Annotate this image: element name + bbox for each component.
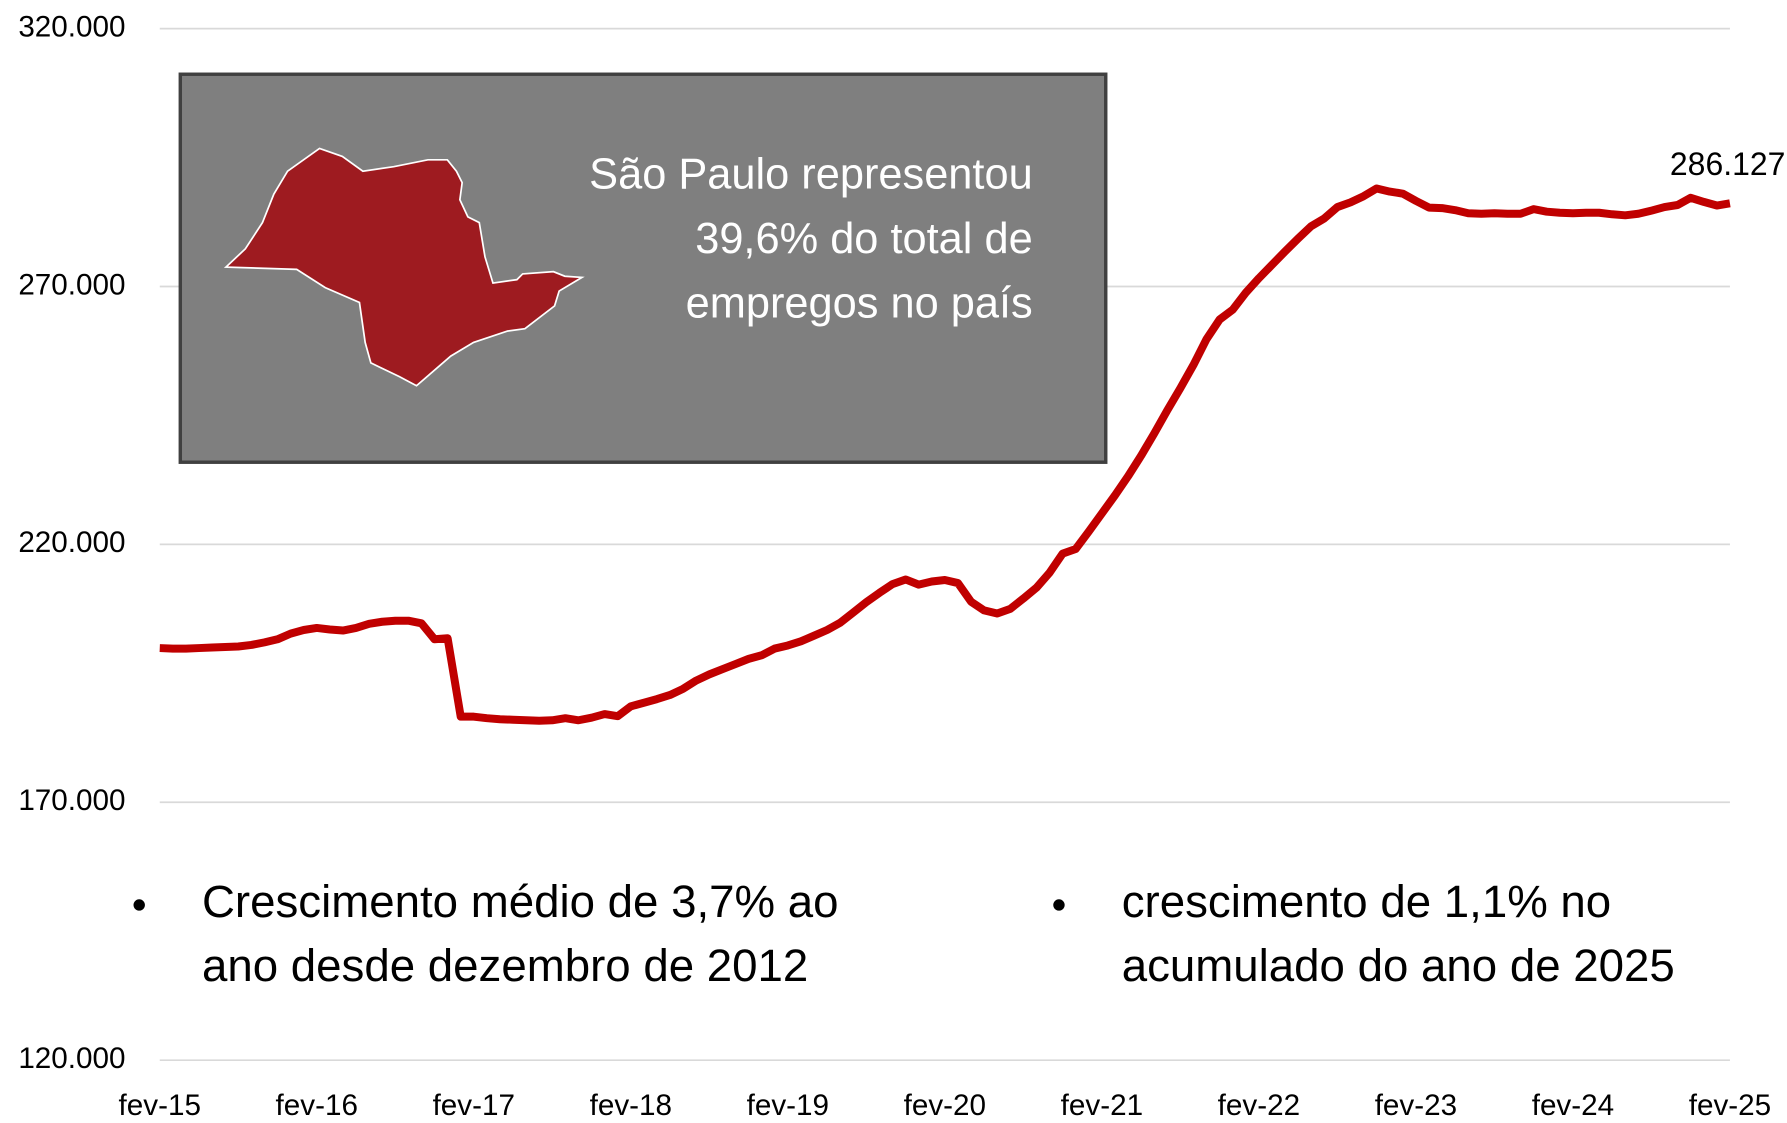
y-tick-label: 320.000: [18, 10, 125, 43]
y-tick-label: 270.000: [18, 268, 125, 301]
y-tick-label: 220.000: [18, 526, 125, 559]
note-text: crescimento de 1,1% no: [1122, 876, 1611, 927]
x-tick-label: fev-16: [276, 1089, 358, 1122]
x-tick-label: fev-15: [119, 1089, 201, 1122]
box-text: empregos no país: [686, 279, 1033, 327]
note-text: ano desde dezembro de 2012: [202, 940, 808, 991]
x-tick-label: fev-24: [1532, 1089, 1614, 1122]
x-tick-label: fev-17: [433, 1089, 515, 1122]
y-tick-label: 170.000: [18, 784, 125, 817]
y-tick-label: 120.000: [18, 1042, 125, 1075]
data-line: [159, 184, 1731, 725]
x-tick-label: fev-20: [904, 1089, 986, 1122]
box-text: 39,6% do total de: [695, 215, 1033, 263]
x-tick-label: fev-22: [1218, 1089, 1300, 1122]
x-tick-label: fev-21: [1061, 1089, 1143, 1122]
x-tick-label: fev-25: [1689, 1089, 1771, 1122]
x-tick-label: fev-18: [590, 1089, 672, 1122]
box-text: São Paulo representou: [589, 150, 1033, 198]
value-label: 286.127: [1670, 146, 1785, 182]
bullet: [1053, 899, 1065, 911]
note-text: Crescimento médio de 3,7% ao: [202, 876, 839, 927]
x-tick-label: fev-19: [747, 1089, 829, 1122]
bullet: [133, 899, 145, 911]
state-map: [223, 147, 585, 387]
x-tick-label: fev-23: [1375, 1089, 1457, 1122]
note-text: acumulado do ano de 2025: [1122, 940, 1675, 991]
